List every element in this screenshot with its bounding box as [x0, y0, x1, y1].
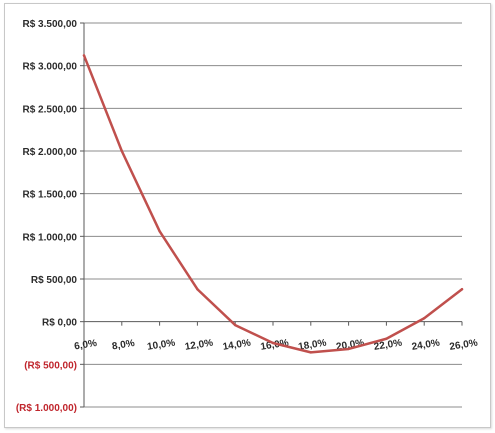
data-point — [82, 54, 86, 57]
x-tick-label: 12,0% — [184, 338, 214, 353]
y-tick-label: (R$ 500,00) — [24, 360, 77, 371]
y-tick-label: R$ 2.000,00 — [23, 147, 78, 158]
x-tick-label: 26,0% — [449, 338, 479, 353]
chart-frame — [4, 3, 491, 428]
data-point — [158, 230, 161, 233]
x-tick-label: 24,0% — [411, 338, 441, 353]
y-tick-label: R$ 1.500,00 — [23, 190, 78, 201]
y-tick-label: R$ 1.000,00 — [23, 232, 78, 243]
y-axis-tick-labels: (R$ 1.000,00) (R$ 500,00) R$ 0,00 R$ 500,00… — [16, 19, 78, 414]
x-axis-tick-labels: 6,0% 8,0% 10,0% 12,0% 14,0% 16,0% 18,0% 20,0% 22… — [73, 338, 478, 353]
data-point — [271, 341, 275, 345]
x-tick-label: 8,0% — [111, 338, 135, 352]
y-tick-label: R$ 3.500,00 — [23, 19, 78, 30]
x-tick-label: 18,0% — [298, 338, 328, 353]
x-tick-label: 6,0% — [73, 338, 97, 352]
y-tick-label: R$ 500,00 — [31, 275, 78, 286]
series-line — [82, 54, 464, 354]
axes — [80, 22, 463, 408]
data-point — [423, 317, 426, 320]
data-point — [309, 351, 312, 354]
data-point — [234, 323, 237, 327]
data-point — [347, 347, 350, 351]
series-group — [82, 54, 464, 354]
data-point — [385, 337, 388, 340]
gridlines — [84, 22, 462, 408]
data-point — [120, 149, 124, 153]
y-tick-label: R$ 0,00 — [42, 318, 77, 329]
y-tick-label: R$ 2.500,00 — [23, 104, 78, 115]
data-point — [460, 288, 464, 291]
y-tick-label: R$ 3.000,00 — [23, 62, 78, 73]
x-tick-label: 10,0% — [146, 338, 176, 353]
y-tick-label: (R$ 1.000,00) — [16, 403, 77, 414]
data-point — [196, 288, 199, 291]
x-tick-label: 14,0% — [222, 338, 252, 353]
